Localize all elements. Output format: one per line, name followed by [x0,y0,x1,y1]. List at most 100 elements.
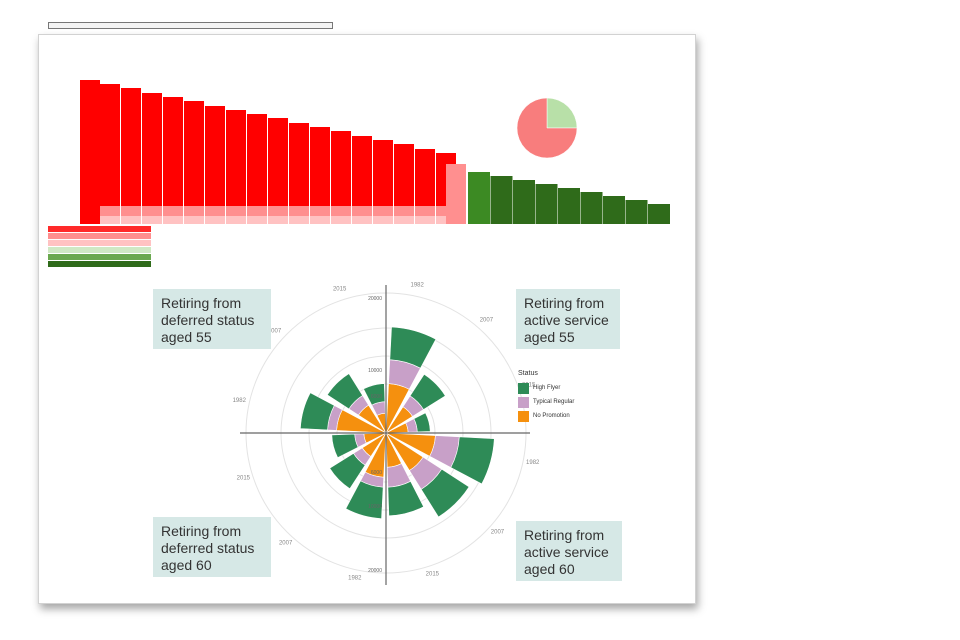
callout-active-60: Retiring from active service aged 60 [516,521,622,581]
bar-red-light-12 [331,206,351,216]
bar-red-light-10 [289,206,309,216]
legend-swatch-high-flyer [518,382,529,394]
bar-red-8 [247,114,267,206]
radial-label-down: 10000 [368,504,382,510]
bar-transition [446,164,466,224]
bar-green-9 [648,204,670,224]
radial-label-up: 20000 [368,296,382,302]
rose-wedge-q4-w2-s3 [326,373,363,410]
bar-red-light-1 [100,206,120,216]
status-legend: Status High Flyer Typical Regular No Pro… [518,370,574,423]
bar-green-6 [580,192,603,224]
year-label: 2015 [237,475,251,481]
radial-label-down: 6000 [371,470,382,476]
rose-wedge-q4-w1-s3 [300,392,335,431]
year-label: 1982 [411,282,425,288]
bar-red-light-9 [268,206,288,216]
rose-wedge-q3-w1-s3 [345,480,384,519]
bar-red-pale-3 [142,216,162,224]
bar-green-4 [535,184,558,224]
bar-red-light-5 [184,206,204,216]
year-label: 2015 [333,286,347,292]
bar-green-5 [558,188,580,224]
bar-red-10 [289,123,309,206]
bar-red-pale-4 [163,216,183,224]
legend-item-high-flyer: High Flyer [518,381,574,395]
bar-red-4 [163,97,183,206]
year-label: 1982 [348,576,362,582]
rose-wedge-q4-w3-s3 [363,383,386,406]
bar-red-6 [205,106,225,206]
bar-red-light-11 [310,206,330,216]
legend-swatch-typical-regular [518,396,529,408]
filter-bar [48,22,333,29]
year-label: 2007 [491,529,505,535]
bar-green-3 [513,180,535,224]
bar-red-pale-8 [247,216,267,224]
bar-red-first [80,80,100,224]
bar-red-light-15 [394,206,414,216]
rose-wedge-q2-w1-s3 [450,436,495,485]
legend-label: High Flyer [533,385,561,391]
legend-label: No Promotion [533,413,570,419]
bar-red-15 [394,144,414,206]
bar-red-2 [121,88,141,206]
bar-red-1 [100,84,120,206]
rose-wedge-q1-w3-s3 [413,412,431,433]
legend-swatch-green-pale [48,247,151,253]
bar-red-11 [310,127,330,206]
legend-swatch-no-promotion [518,410,529,422]
bar-red-pale-1 [100,216,120,224]
bar-red-pale-7 [226,216,246,224]
bar-red-13 [352,136,372,206]
radial-label-down: 20000 [368,568,382,574]
bar-red-7 [226,110,246,206]
bar-red-pale-16 [415,216,435,224]
bar-green-2 [490,176,513,224]
year-label: 2007 [279,540,293,546]
legend-label: Typical Regular [533,399,575,405]
bar-green-1 [468,172,490,224]
legend-swatch-red-pale [48,240,151,246]
year-label: 2007 [480,318,494,324]
rose-wedge-q2-w3-s3 [387,480,425,517]
bar-red-3 [142,93,162,206]
year-label: 1982 [526,460,540,466]
bar-green-8 [625,200,648,224]
bar-red-pale-5 [184,216,204,224]
rose-wedge-q2-w2-s3 [420,468,470,518]
legend-title: Status [518,370,538,377]
bar-red-pale-11 [310,216,330,224]
pie-slice-2 [516,97,578,159]
rose-wedge-q3-w2-s3 [329,452,366,490]
bar-red-light-6 [205,206,225,216]
bar-red-16 [415,149,435,206]
callout-deferred-55: Retiring from deferred status aged 55 [153,289,271,349]
bar-green-7 [603,196,625,224]
bar-red-light-8 [247,206,267,216]
rose-wedge-q1-w1-s3 [389,326,437,369]
year-label: 2007 [268,329,282,335]
bar-red-12 [331,131,351,206]
radial-label-up: 6000 [371,394,382,400]
legend-swatch-red [48,226,151,232]
callout-deferred-60: Retiring from deferred status aged 60 [153,517,271,577]
bar-red-light-13 [352,206,372,216]
rose-wedge-q3-w3-s3 [331,433,359,459]
bar-red-pale-10 [289,216,309,224]
bar-red-light-7 [226,206,246,216]
rose-wedge-q1-w2-s3 [409,373,446,410]
bar-red-light-2 [121,206,141,216]
legend-swatch-red-light [48,233,151,239]
bar-red-pale-14 [373,216,393,224]
bar-red-pale-9 [268,216,288,224]
legend-swatch-green-mid [48,254,151,260]
year-label: 1982 [233,398,247,404]
pie-slice-1 [546,97,578,129]
bar-red-pale-15 [394,216,414,224]
bar-red-light-16 [415,206,435,216]
callout-active-55: Retiring from active service aged 55 [516,289,620,349]
legend-item-no-promotion: No Promotion [518,409,574,423]
